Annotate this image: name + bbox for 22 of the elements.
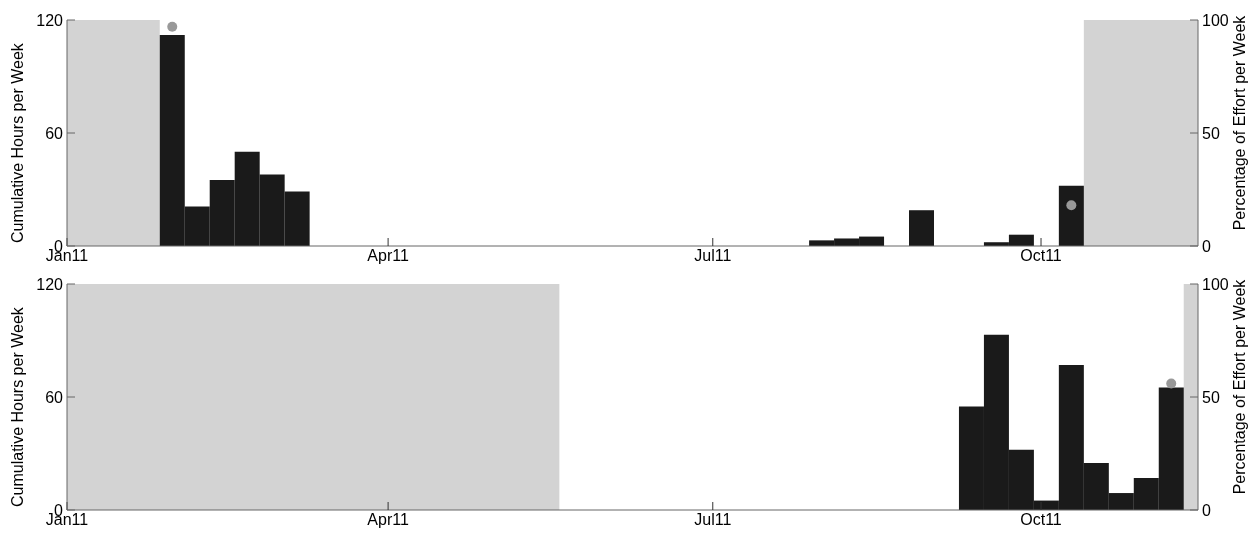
y-tick-label: 120 [36, 275, 64, 293]
x-tick-label: Apr11 [367, 247, 409, 265]
x-tick-label: Oct11 [1020, 511, 1062, 529]
y2-tick-label: 50 [1202, 388, 1220, 406]
y2-tick-label: 0 [1202, 237, 1211, 255]
x-tick-label: Jul11 [694, 247, 732, 265]
y-tick-label: 60 [45, 388, 64, 406]
y-axis-title: Cumulative Hours per Week [8, 306, 26, 507]
y-axis-title: Cumulative Hours per Week [8, 42, 26, 243]
y2-tick-label: 0 [1202, 501, 1211, 519]
y-tick-label: 60 [45, 124, 64, 142]
y2-tick-label: 50 [1202, 124, 1220, 142]
y2-tick-label: 100 [1202, 11, 1229, 29]
x-tick-label: Jul11 [694, 511, 732, 529]
x-tick-label: Oct11 [1020, 247, 1062, 265]
bar [909, 210, 935, 246]
y2-tick-label: 100 [1202, 275, 1229, 293]
bar [1058, 185, 1084, 246]
y2-axis-title: Percentage of Effort per Week [1230, 14, 1248, 231]
y2-axis-title: Percentage of Effort per Week [1230, 278, 1248, 495]
y-tick-label: 120 [36, 11, 64, 29]
x-tick-label: Apr11 [367, 511, 409, 529]
